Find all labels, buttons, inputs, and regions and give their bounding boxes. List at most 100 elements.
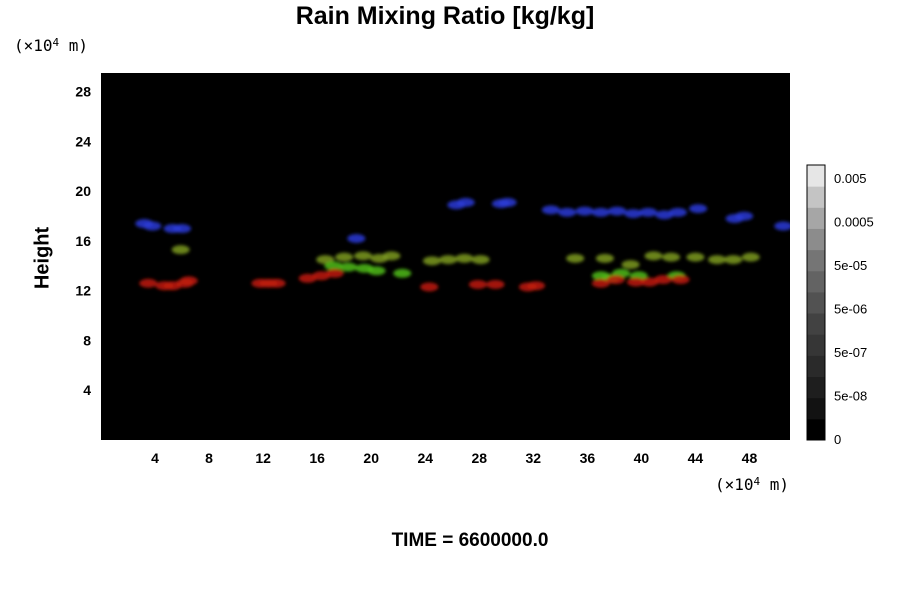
feature-point: [575, 206, 594, 216]
feature-point: [422, 256, 441, 266]
feature-point: [455, 253, 474, 263]
colorbar-level: [807, 313, 825, 335]
feature-point: [139, 278, 158, 288]
feature-point: [662, 252, 681, 262]
colorbar-level: [807, 228, 825, 251]
feature-point: [267, 278, 286, 288]
colorbar-label: 5e-08: [834, 389, 867, 404]
feature-point: [671, 275, 690, 285]
y-unit-label: (×104 m): [14, 34, 88, 55]
feature-point: [591, 278, 610, 288]
feature-point: [439, 255, 458, 265]
time-label: TIME = 6600000.0: [391, 530, 549, 551]
colorbar-level: [807, 207, 825, 229]
x-tick-label: 4: [151, 450, 159, 466]
feature-point: [689, 204, 708, 214]
x-tick-label: 24: [417, 450, 433, 466]
feature-point: [724, 255, 743, 265]
x-tick-label: 8: [205, 450, 213, 466]
x-tick-label: 20: [363, 450, 379, 466]
colorbar-label: 5e-06: [834, 302, 867, 317]
x-tick-labels: 4 8 12 16 20 24 28 32 36 40 44 48: [151, 450, 757, 466]
x-tick-label: 16: [309, 450, 325, 466]
feature-point: [171, 245, 190, 255]
feature-point: [558, 207, 577, 217]
colorbar-level: [807, 334, 825, 356]
feature-point: [541, 205, 560, 215]
feature-point: [486, 279, 505, 289]
feature-point: [741, 252, 760, 262]
feature-point: [420, 282, 439, 292]
feature-point: [339, 262, 358, 272]
feature-point: [735, 211, 754, 221]
feature-point: [608, 206, 627, 216]
x-unit-prefix: (×10: [715, 475, 754, 494]
y-unit-suffix: m): [59, 36, 89, 55]
x-unit-exponent: 4: [753, 475, 761, 488]
x-unit-label: (×104 m): [715, 473, 789, 494]
colorbar-level: [807, 291, 825, 314]
feature-point: [708, 255, 727, 265]
colorbar-frame: [806, 164, 826, 441]
y-tick-label: 20: [75, 183, 91, 199]
colorbar-level: [807, 165, 825, 187]
feature-point: [335, 252, 354, 262]
y-tick-label: 24: [75, 133, 91, 149]
feature-point: [354, 251, 373, 261]
colorbar-label: 5e-07: [834, 345, 867, 360]
feature-point: [143, 221, 162, 231]
feature-point: [367, 266, 386, 276]
y-tick-label: 28: [75, 84, 91, 100]
feature-point: [655, 210, 674, 220]
feature-point: [173, 224, 192, 234]
x-tick-label: 28: [471, 450, 487, 466]
feature-point: [686, 252, 705, 262]
feature-point: [639, 207, 658, 217]
x-tick-label: 36: [580, 450, 596, 466]
x-tick-label: 40: [634, 450, 650, 466]
feature-point: [566, 253, 585, 263]
feature-point: [393, 268, 412, 278]
feature-point: [468, 279, 487, 289]
colorbar-level: [807, 249, 825, 272]
y-unit-prefix: (×10: [14, 36, 53, 55]
colorbar-level: [807, 397, 825, 420]
y-tick-label: 12: [75, 283, 91, 299]
x-tick-label: 44: [688, 450, 704, 466]
feature-point: [471, 255, 490, 265]
feature-point: [626, 277, 645, 287]
x-tick-label: 12: [255, 450, 271, 466]
feature-point: [595, 253, 614, 263]
feature-point: [325, 268, 344, 278]
feature-point: [347, 233, 366, 243]
x-tick-label: 32: [526, 450, 542, 466]
y-tick-label: 4: [83, 382, 91, 398]
y-tick-label: 16: [75, 233, 91, 249]
feature-point: [654, 275, 673, 285]
colorbar-label: 0.005: [834, 171, 867, 186]
feature-point: [179, 276, 198, 286]
x-tick-label: 48: [742, 450, 758, 466]
colorbar-label: 0: [834, 432, 841, 447]
chart-title: Rain Mixing Ratio [kg/kg]: [295, 2, 595, 30]
feature-point: [621, 260, 640, 270]
feature-point: [624, 209, 643, 219]
colorbar-level: [807, 376, 825, 399]
feature-point: [591, 207, 610, 217]
feature-point: [324, 261, 343, 271]
feature-point: [774, 221, 790, 231]
colorbar-label: 5e-05: [834, 258, 867, 273]
colorbar-level: [807, 270, 825, 293]
y-unit-exponent: 4: [52, 36, 60, 49]
y-tick-label: 8: [83, 332, 91, 348]
colorbar: [806, 164, 826, 441]
colorbar-level: [807, 186, 825, 208]
colorbar-level: [807, 418, 825, 441]
colorbar-labels: 0.005 0.0005 5e-05 5e-06 5e-07 5e-08 0: [834, 171, 874, 447]
colorbar-level: [807, 355, 825, 378]
feature-point: [498, 197, 517, 207]
feature-point: [298, 273, 317, 283]
feature-point: [640, 277, 659, 287]
feature-point: [456, 197, 475, 207]
